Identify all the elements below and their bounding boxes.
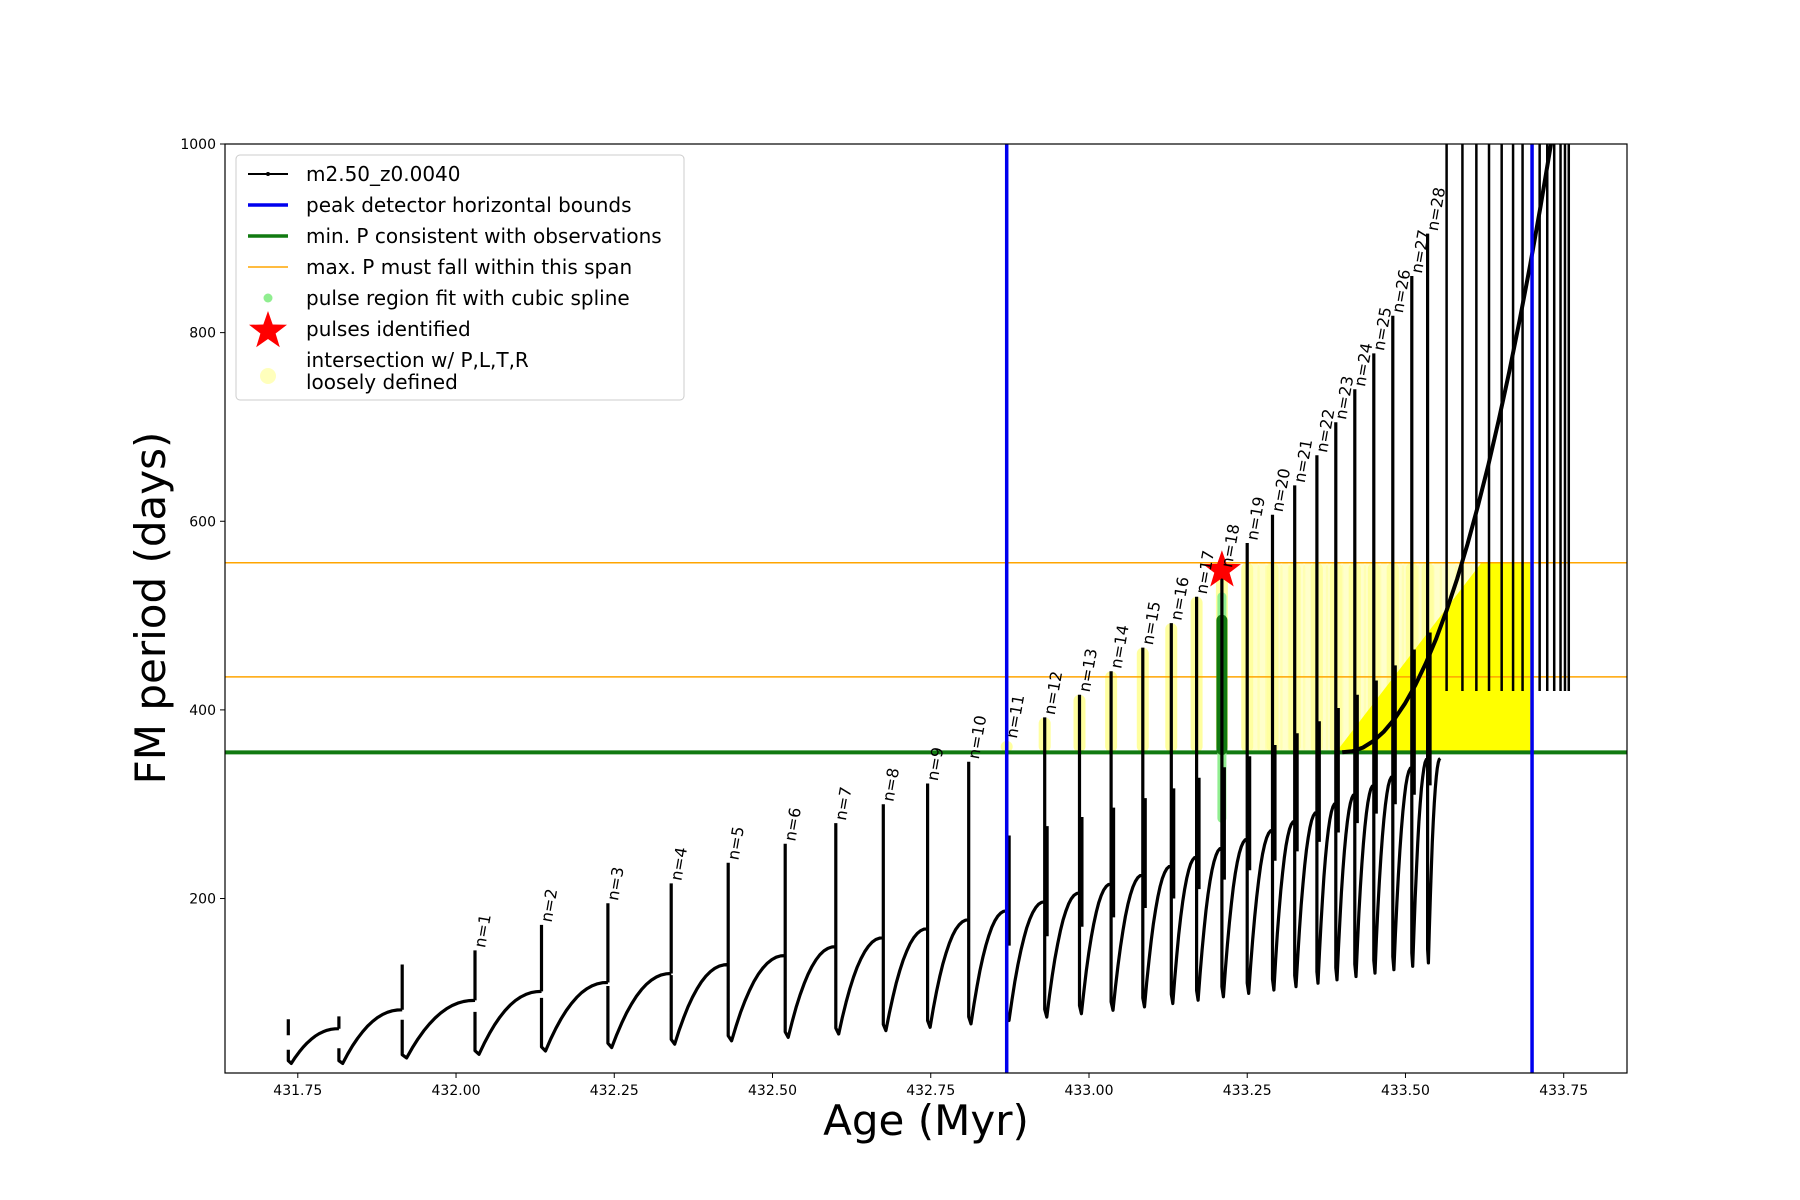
axes-frame	[224, 143, 1628, 1074]
legend-item: m2.50_z0.0040	[248, 162, 461, 186]
late-envelope-curve	[1341, 144, 1553, 755]
legend-item: peak detector horizontal bounds	[248, 193, 632, 217]
intersection-column	[1363, 562, 1374, 753]
x-tick-label: 432.25	[590, 1083, 639, 1099]
y-tick-label: 200	[189, 892, 216, 908]
pulse-identified-star	[1202, 550, 1241, 587]
intersection-column	[1295, 562, 1306, 753]
legend-item: min. P consistent with observations	[248, 224, 662, 248]
x-tick-label: 432.50	[748, 1083, 797, 1099]
intersection-column	[1249, 562, 1260, 753]
x-axis-ticks: 431.75 432.00 432.25 432.50 432.75 433.00 433.…	[273, 1073, 1588, 1099]
intersection-column	[1302, 562, 1313, 753]
x-tick-label: 433.50	[1381, 1083, 1430, 1099]
pulses-identified	[1202, 550, 1241, 587]
y-tick-label: 600	[189, 514, 216, 530]
legend-label: max. P must fall within this span	[306, 255, 632, 279]
intersection-column	[1257, 562, 1268, 753]
legend-swatch-yellow-dot	[260, 368, 276, 384]
intersection-column	[1280, 562, 1291, 753]
legend-label: pulses identified	[306, 317, 471, 341]
period-curve-line	[286, 233, 1442, 1065]
x-tick-label: 433.25	[1223, 1083, 1272, 1099]
y-axis-ticks: 200 400 600 800 1000	[180, 137, 225, 908]
intersection-dense-region	[1335, 562, 1533, 753]
legend-label: min. P consistent with observations	[306, 224, 662, 248]
x-tick-label: 433.00	[1064, 1083, 1113, 1099]
intersection-column	[1318, 562, 1329, 753]
x-tick-label: 433.75	[1539, 1083, 1588, 1099]
x-tick-label: 432.00	[432, 1083, 481, 1099]
legend-label: loosely defined	[306, 370, 458, 394]
legend-label: m2.50_z0.0040	[306, 162, 461, 186]
y-tick-label: 400	[189, 703, 216, 719]
y-tick-label: 1000	[180, 137, 216, 153]
x-tick-label: 432.75	[906, 1083, 955, 1099]
legend-label: pulse region fit with cubic spline	[306, 286, 630, 310]
x-axis-title: Age (Myr)	[823, 1096, 1029, 1145]
legend-item: max. P must fall within this span	[248, 255, 632, 279]
legend-swatch-red-star	[249, 311, 287, 348]
intersection-column	[1325, 562, 1336, 753]
y-tick-label: 800	[189, 326, 216, 342]
x-tick-label: 431.75	[273, 1083, 322, 1099]
legend-item: pulses identified	[249, 311, 471, 348]
legend-item: pulse region fit with cubic spline	[263, 286, 630, 310]
legend-box	[235, 154, 685, 401]
peak-detector-bounds	[1004, 144, 1534, 1073]
y-axis-title: FM period (days)	[126, 432, 175, 785]
legend-swatch-dot	[266, 172, 270, 176]
intersection-column	[1340, 562, 1351, 753]
legend-swatch-lightgreen-dot	[263, 293, 273, 303]
intersection-column	[1272, 562, 1283, 753]
legend-label: peak detector horizontal bounds	[306, 193, 632, 217]
legend-label: intersection w/ P,L,T,R	[306, 348, 529, 372]
